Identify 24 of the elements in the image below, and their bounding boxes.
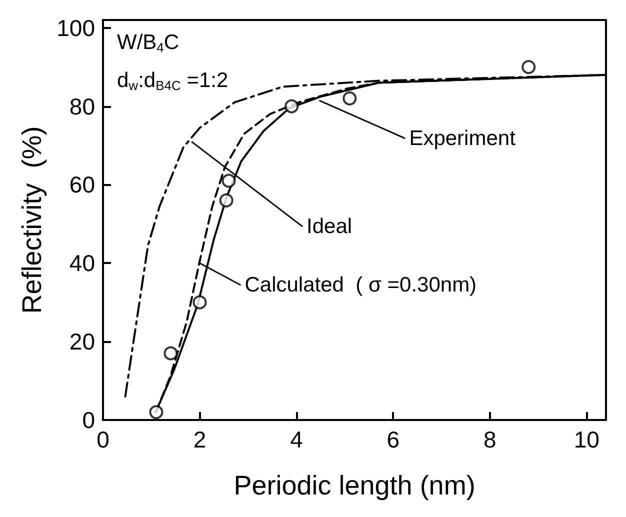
x-tick-label: 6 — [386, 426, 400, 452]
x-axis-title: Periodic length (nm) — [234, 470, 476, 500]
point — [219, 193, 234, 208]
x-tick-label: 2 — [193, 426, 206, 452]
x-tick-label: 4 — [290, 426, 304, 452]
annotation: Experiment — [409, 126, 516, 150]
point — [342, 91, 357, 106]
x-tick-label: 10 — [574, 426, 600, 452]
point — [222, 174, 236, 188]
y-tick-label: 40 — [69, 250, 95, 276]
annotation: Ideal — [306, 215, 352, 238]
y-tick-label: 60 — [69, 172, 95, 198]
point — [149, 405, 164, 420]
y-tick-label: 20 — [69, 328, 95, 355]
y-tick-label: 100 — [56, 14, 95, 41]
point — [164, 346, 178, 360]
y-tick-label: 80 — [69, 93, 95, 120]
y-axis-title: Reflectivity (%) — [17, 126, 48, 314]
y-tick-label: 0 — [82, 407, 95, 433]
point — [522, 60, 536, 74]
point — [284, 99, 299, 114]
x-tick-label: 8 — [484, 426, 496, 452]
annotation: Calculated ( σ =0.30nm) — [244, 274, 477, 297]
point — [192, 295, 207, 310]
